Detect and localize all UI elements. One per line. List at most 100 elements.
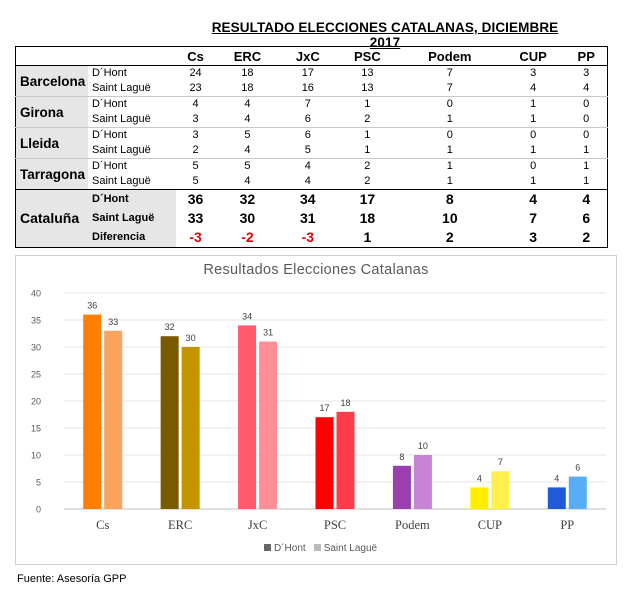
table-row-total: Cataluña D´Hont 36 32 34 17 8 4 4 — [15, 189, 608, 248]
data-label: 7 — [498, 457, 503, 467]
table-cell: 18 — [241, 82, 254, 94]
table-row: Saint Laguë 2 4 5 1 1 1 1 — [16, 143, 608, 159]
table-cell: 24 — [189, 67, 202, 79]
table-cell: 1 — [530, 113, 537, 125]
table-cell: 6 — [582, 210, 591, 226]
table-cell: 3 — [530, 67, 537, 79]
table-cell: 3 — [529, 229, 538, 245]
data-label: 4 — [477, 473, 482, 483]
table-cell: 0 — [398, 127, 501, 143]
x-tick-label: JxC — [248, 518, 267, 532]
chart-title: Resultados Elecciones Catalanas — [203, 262, 429, 278]
bar — [259, 341, 278, 509]
table-cell: 2 — [582, 229, 591, 245]
chart-area: Resultados Elecciones Catalanas 0 5 10 15 20… — [15, 255, 617, 565]
table-cell: 8 — [398, 189, 501, 209]
table-cell: 6 — [279, 127, 336, 143]
legend-label: D´Hont — [274, 543, 306, 554]
x-tick-label: Cs — [96, 518, 109, 532]
table-cell: 17 — [335, 189, 399, 209]
method-label: D´Hont — [88, 127, 176, 143]
table-cell: 0 — [500, 127, 566, 143]
x-tick-label: PSC — [324, 518, 346, 532]
x-tick-label: Podem — [395, 518, 430, 532]
method-label: D´Hont — [88, 158, 176, 174]
table-cell: 36 — [176, 189, 216, 209]
table-cell: 0 — [565, 96, 608, 112]
bar — [568, 476, 587, 509]
province-name: Lleida — [15, 127, 88, 159]
table-cell: 4 — [565, 189, 608, 209]
table-cell: 1 — [446, 144, 453, 156]
table-cell: 30 — [239, 210, 256, 226]
y-tick-label: 25 — [31, 370, 41, 380]
table-cell: 10 — [442, 210, 458, 226]
table-cell: 4 — [176, 96, 216, 112]
table-cell: 2 — [364, 175, 371, 187]
header-blank-cell — [15, 46, 88, 66]
province-name: Girona — [15, 96, 88, 128]
table-cell: 5 — [215, 127, 280, 143]
method-label: D´Hont — [88, 189, 176, 209]
table-cell: 1 — [500, 96, 566, 112]
bar — [470, 487, 489, 509]
x-tick-label: ERC — [168, 518, 192, 532]
y-tick-label: 0 — [36, 505, 41, 515]
bar — [315, 417, 334, 509]
y-tick-label: 30 — [31, 343, 41, 353]
header-party-podem: Podem — [398, 46, 501, 66]
table-cell: 2 — [192, 144, 199, 156]
header-party-cs: Cs — [176, 46, 216, 66]
table-cell: 4 — [279, 158, 336, 174]
table-cell: 4 — [244, 113, 251, 125]
table-cell: 32 — [215, 189, 280, 209]
method-label: Saint Laguë — [88, 209, 176, 228]
data-label: 6 — [575, 463, 580, 473]
table-cell: 23 — [189, 82, 202, 94]
table-cell: 1 — [583, 144, 590, 156]
table-cell: 0 — [398, 96, 501, 112]
table-cell: -3 — [301, 229, 315, 245]
bar — [104, 330, 123, 509]
data-label: 31 — [263, 328, 273, 338]
table-cell: 1 — [363, 229, 372, 245]
table-cell: 0 — [583, 113, 590, 125]
bar — [238, 325, 257, 509]
table-cell: 5 — [176, 158, 216, 174]
x-tick-label: PP — [560, 518, 574, 532]
y-tick-label: 15 — [31, 424, 41, 434]
table-cell: 5 — [215, 158, 280, 174]
table-cell: 2 — [335, 158, 399, 174]
method-label: Saint Laguë — [92, 113, 151, 125]
bar — [83, 314, 102, 509]
data-label: 33 — [108, 317, 118, 327]
table-cell: 1 — [398, 158, 501, 174]
table-row: Saint Laguë 5 4 4 2 1 1 1 — [16, 174, 608, 190]
table-cell: 18 — [241, 67, 254, 79]
table-cell: -3 — [189, 229, 202, 245]
method-label: Saint Laguë — [92, 144, 151, 156]
table-cell: 1 — [335, 96, 399, 112]
bar — [336, 411, 355, 509]
method-label: Saint Laguë — [92, 82, 151, 94]
table-row: Girona D´Hont 4 4 7 1 0 1 0 — [15, 96, 608, 128]
table-cell: 7 — [446, 67, 453, 79]
source-note: Fuente: Asesoría GPP — [17, 573, 127, 585]
header-party-psc: PSC — [335, 46, 399, 66]
table-cell: 1 — [446, 175, 453, 187]
table-row: Barcelona D´Hont 24 18 17 13 7 3 3 — [15, 65, 608, 97]
table-row: Saint Laguë 23 18 16 13 7 4 4 — [16, 81, 608, 97]
data-label: 4 — [554, 473, 559, 483]
province-name: Barcelona — [15, 65, 88, 97]
table-cell: 1 — [530, 175, 537, 187]
y-tick-label: 35 — [31, 316, 41, 326]
x-tick-label: CUP — [478, 518, 502, 532]
table-cell: 1 — [335, 127, 399, 143]
table-cell: 16 — [301, 82, 314, 94]
table-cell: -2 — [241, 229, 254, 245]
table-cell: 3 — [192, 113, 199, 125]
table-row: Lleida D´Hont 3 5 6 1 0 0 0 — [15, 127, 608, 159]
table-cell: 13 — [361, 82, 374, 94]
legend-swatch — [264, 544, 271, 551]
table-cell: 31 — [300, 210, 316, 226]
